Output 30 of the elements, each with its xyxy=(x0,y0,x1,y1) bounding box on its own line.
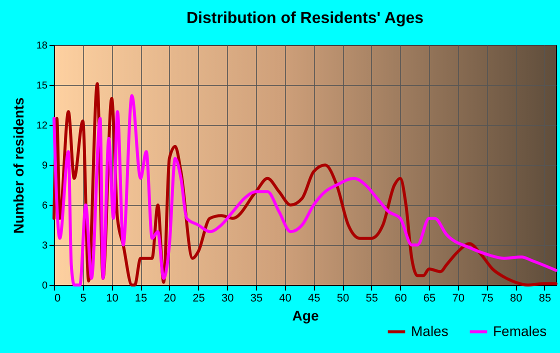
y-tick-label: 15 xyxy=(36,80,48,92)
y-axis-title: Number of residents xyxy=(10,97,26,234)
x-tick-label: 45 xyxy=(308,292,320,304)
legend-label: Males xyxy=(411,322,448,339)
x-tick-label: 65 xyxy=(423,292,436,304)
y-tick-label: 0 xyxy=(42,280,48,292)
x-tick-label: 0 xyxy=(54,292,61,304)
x-tick-label: 55 xyxy=(366,292,378,304)
x-tick-label: 40 xyxy=(279,292,292,304)
x-tick-label: 10 xyxy=(106,292,118,304)
x-axis-title: Age xyxy=(292,308,319,324)
y-tick-label: 6 xyxy=(42,200,48,212)
x-tick-label: 25 xyxy=(192,292,205,304)
x-tick-label: 75 xyxy=(481,292,494,304)
x-tick-label: 85 xyxy=(538,292,552,304)
x-tick-label: 20 xyxy=(164,292,176,304)
x-tick-label: 50 xyxy=(336,292,350,304)
chart-title: Distribution of Residents' Ages xyxy=(186,10,424,27)
x-tick-label: 30 xyxy=(221,292,234,304)
x-tick-label: 80 xyxy=(510,292,522,304)
x-tick-label: 15 xyxy=(134,292,148,304)
y-tick-label: 3 xyxy=(42,240,48,252)
x-tick-label: 60 xyxy=(394,292,407,304)
y-tick-label: 9 xyxy=(42,160,48,172)
legend-label: Females xyxy=(493,322,547,339)
x-tick-label: 35 xyxy=(250,292,263,304)
x-tick-label: 70 xyxy=(452,292,465,304)
x-tick-label: 5 xyxy=(80,292,86,304)
y-tick-label: 12 xyxy=(36,120,48,132)
y-tick-label: 18 xyxy=(36,40,48,52)
